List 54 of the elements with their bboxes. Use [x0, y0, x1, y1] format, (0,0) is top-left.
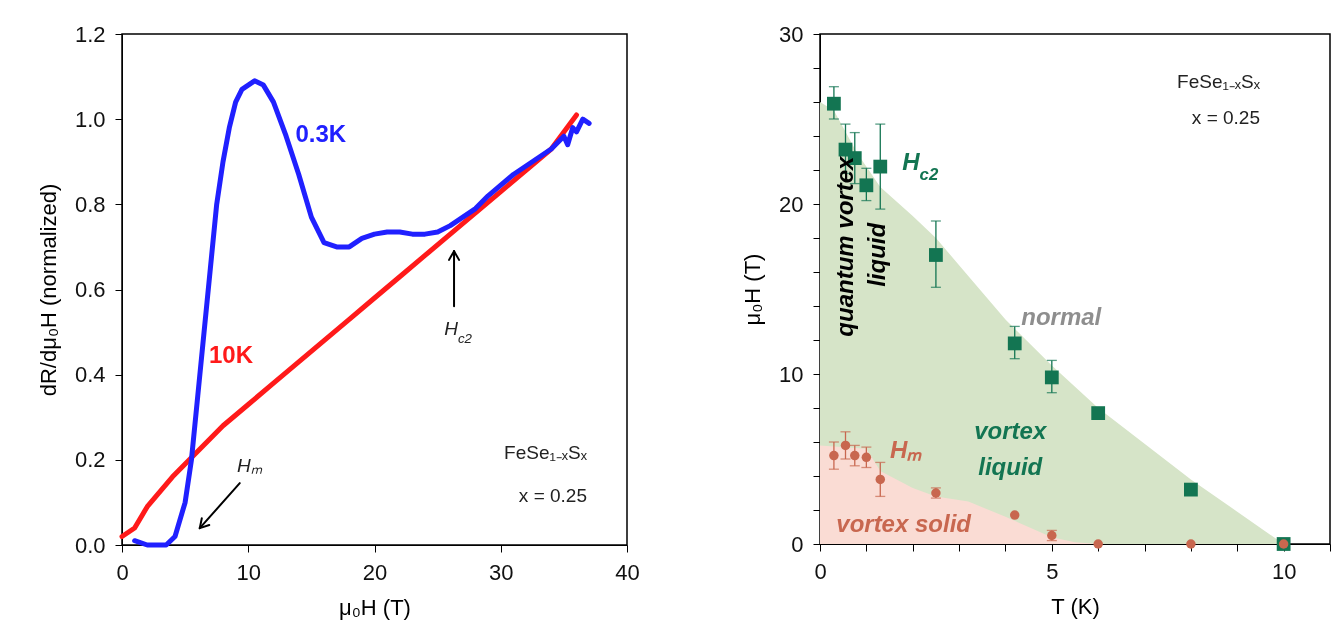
- y-axis-title: μ₀H (T): [740, 253, 766, 326]
- y-tick-label: 0.6: [74, 277, 106, 302]
- x-tick-label: 0: [814, 558, 827, 584]
- point: [1091, 406, 1106, 420]
- annotation: vortex solid: [836, 509, 973, 537]
- x-tick-label: 20: [362, 559, 388, 585]
- series-label: H$_{c2}$: [902, 147, 939, 184]
- point: [1093, 539, 1103, 549]
- y-tick-label: 20: [779, 191, 804, 217]
- point: [875, 474, 886, 485]
- annotation: Hₘ: [236, 455, 263, 477]
- x-tick-label: 40: [615, 559, 640, 585]
- y-tick-label: 0.4: [74, 362, 106, 388]
- annotation: FeSe₁₋ₓSₓ: [504, 442, 588, 464]
- point: [861, 452, 872, 463]
- y-tick-label: 0.2: [74, 447, 106, 473]
- y-tick-label: 30: [779, 21, 804, 47]
- y-tick-label: 1.2: [74, 21, 106, 47]
- annotation: x = 0.25: [518, 485, 587, 507]
- x-tick-label: 10: [1271, 558, 1297, 584]
- series-label: Hₘ: [890, 436, 923, 464]
- point: [1184, 482, 1198, 497]
- point: [873, 159, 888, 174]
- y-axis-title: dR/dμ₀H (normalized): [35, 183, 61, 397]
- y-tick-label: 0.0: [74, 532, 106, 558]
- x-tick-label: 30: [489, 559, 514, 585]
- x-tick-label: 5: [1046, 558, 1059, 584]
- point: [1007, 336, 1022, 351]
- y-tick-label: 10: [779, 361, 804, 387]
- point: [1044, 370, 1059, 385]
- annotation: liquid: [863, 221, 891, 287]
- point: [929, 248, 943, 262]
- annotation: FeSe₁₋ₓSₓ: [1177, 71, 1261, 93]
- x-tick-label: 10: [236, 559, 261, 585]
- point: [1186, 539, 1196, 549]
- y-tick-label: 0.8: [74, 191, 106, 217]
- point: [827, 96, 841, 111]
- annotation: quantum vortex: [830, 155, 858, 337]
- annotation: normal: [1021, 303, 1103, 331]
- annotation: vortex liquid: [974, 416, 1048, 480]
- point: [1009, 510, 1020, 520]
- point: [859, 178, 874, 193]
- point: [840, 440, 851, 451]
- series-label: 0.3K: [295, 119, 347, 147]
- series-label: 10K: [208, 340, 254, 368]
- x-axis-title: T (K): [1051, 593, 1100, 619]
- point: [829, 450, 839, 461]
- x-axis-title: μ₀H (T): [339, 594, 411, 620]
- annotation: H$_{c2}$: [444, 318, 473, 346]
- x-tick-label: 0: [116, 559, 129, 585]
- point: [850, 450, 860, 461]
- annotation: x = 0.25: [1191, 107, 1260, 129]
- y-tick-label: 0: [791, 531, 804, 557]
- y-tick-label: 1.0: [74, 106, 106, 132]
